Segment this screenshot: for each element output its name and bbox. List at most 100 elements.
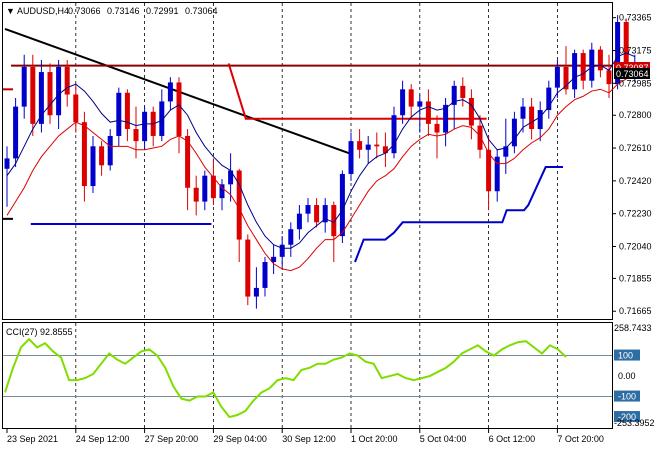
slow-moving-average bbox=[6, 73, 636, 272]
candle-body bbox=[159, 101, 165, 136]
cci-tick-label: 0.00 bbox=[618, 371, 636, 381]
candle-body bbox=[124, 92, 130, 130]
candle-body bbox=[348, 141, 354, 174]
candle-body bbox=[90, 146, 96, 187]
candle-body bbox=[73, 94, 79, 123]
cci-tick-box bbox=[614, 390, 640, 402]
cci-tick-label: -200 bbox=[618, 412, 636, 422]
line-price-tag-box bbox=[614, 62, 650, 73]
time-label: 23 Sep 2021 bbox=[7, 434, 58, 444]
candle-body bbox=[374, 144, 380, 147]
price-tick-label: 0.71665 bbox=[619, 306, 652, 316]
candle-body bbox=[262, 262, 268, 288]
candle-body bbox=[563, 66, 569, 90]
moving-average-layer bbox=[6, 52, 636, 272]
price-tick-label: 0.72040 bbox=[619, 241, 652, 251]
collapse-arrow-icon[interactable]: ▼ bbox=[6, 6, 15, 16]
cci-max-label: 258.7433 bbox=[614, 323, 652, 333]
candle-body bbox=[529, 106, 535, 130]
candle-body bbox=[288, 229, 294, 245]
candle-body bbox=[296, 213, 302, 230]
time-label: 1 Oct 20:00 bbox=[351, 434, 398, 444]
candle-body bbox=[615, 21, 621, 85]
candle-body bbox=[193, 187, 199, 202]
candle-body bbox=[554, 66, 560, 88]
cci-tick-box bbox=[614, 349, 640, 361]
price-tick-label: 0.71855 bbox=[619, 273, 652, 283]
candle-body bbox=[202, 175, 208, 202]
candle-body bbox=[572, 53, 578, 90]
candle-body bbox=[597, 49, 603, 71]
candle-body bbox=[271, 256, 277, 263]
price-tick-label: 0.73365 bbox=[619, 13, 652, 23]
candle-body bbox=[210, 175, 216, 199]
candle-body bbox=[443, 104, 449, 133]
candle-body bbox=[38, 72, 44, 124]
candle-body bbox=[253, 287, 259, 297]
candle-body bbox=[56, 66, 62, 116]
candle-body bbox=[503, 146, 509, 157]
candle-body bbox=[408, 89, 414, 107]
candle-body bbox=[107, 135, 113, 166]
candle-body bbox=[494, 156, 500, 192]
candle-body bbox=[4, 158, 10, 169]
price-tick-label: 0.72985 bbox=[619, 78, 652, 88]
candle-body bbox=[133, 129, 139, 142]
candle-body bbox=[589, 49, 595, 81]
current-price-tag: 0.73064 bbox=[616, 69, 649, 79]
cci-tick-box bbox=[614, 411, 640, 423]
cci-label: CCI(27) 92.8555 bbox=[6, 327, 73, 337]
candle-body bbox=[546, 87, 552, 111]
time-label: 5 Oct 04:00 bbox=[420, 434, 467, 444]
candle-body bbox=[382, 146, 388, 154]
candle-body bbox=[468, 97, 474, 126]
candle-body bbox=[425, 101, 431, 124]
fast-moving-average bbox=[6, 52, 635, 249]
price-tick-label: 0.72230 bbox=[619, 209, 652, 219]
cci-panel-frame bbox=[2, 322, 613, 429]
current-price-tag-box bbox=[614, 68, 650, 79]
candle-body bbox=[13, 106, 19, 159]
candle-body bbox=[331, 205, 337, 237]
candle-body bbox=[219, 184, 225, 199]
annotation-layer bbox=[3, 27, 612, 263]
candle-body bbox=[305, 205, 311, 214]
candle-body bbox=[167, 82, 173, 102]
ohlc-close: 0.73064 bbox=[185, 6, 218, 16]
time-label: 24 Sep 12:00 bbox=[76, 434, 130, 444]
candle-body bbox=[391, 115, 397, 154]
candle-body bbox=[400, 89, 406, 116]
cci-min-label: -253.3952 bbox=[614, 418, 655, 428]
time-label: 30 Sep 12:00 bbox=[282, 434, 336, 444]
candle-body bbox=[99, 146, 105, 166]
candle-body bbox=[434, 123, 440, 133]
price-tick-label: 0.72610 bbox=[619, 143, 652, 153]
candle-body bbox=[30, 66, 36, 124]
ohlc-low: 0.72991 bbox=[146, 6, 179, 16]
candle-body bbox=[339, 173, 345, 237]
ohlc-high: 0.73146 bbox=[107, 6, 140, 16]
candle-body bbox=[142, 111, 148, 142]
time-label: 29 Sep 04:00 bbox=[213, 434, 267, 444]
chart-title: AUDUSD,H4 bbox=[17, 6, 69, 16]
time-label: 27 Sep 20:00 bbox=[145, 434, 199, 444]
candle-body bbox=[537, 110, 543, 130]
candle-body bbox=[116, 92, 122, 136]
candle-body bbox=[477, 125, 483, 150]
candle-body bbox=[322, 205, 328, 223]
candle-body bbox=[365, 144, 371, 150]
time-label: 7 Oct 20:00 bbox=[557, 434, 604, 444]
candle-body bbox=[314, 205, 320, 223]
price-tick-label: 0.72420 bbox=[619, 176, 652, 186]
candle-body bbox=[245, 239, 251, 297]
candle-body bbox=[520, 106, 526, 119]
time-label: 6 Oct 12:00 bbox=[489, 434, 536, 444]
price-tick-label: 0.72800 bbox=[619, 110, 652, 120]
candle-body bbox=[185, 135, 191, 188]
candle-body bbox=[236, 170, 242, 240]
candle-body bbox=[279, 244, 285, 257]
candle-body bbox=[176, 82, 182, 136]
cci-layer bbox=[3, 337, 612, 419]
cci-tick-label: -100 bbox=[618, 392, 636, 402]
